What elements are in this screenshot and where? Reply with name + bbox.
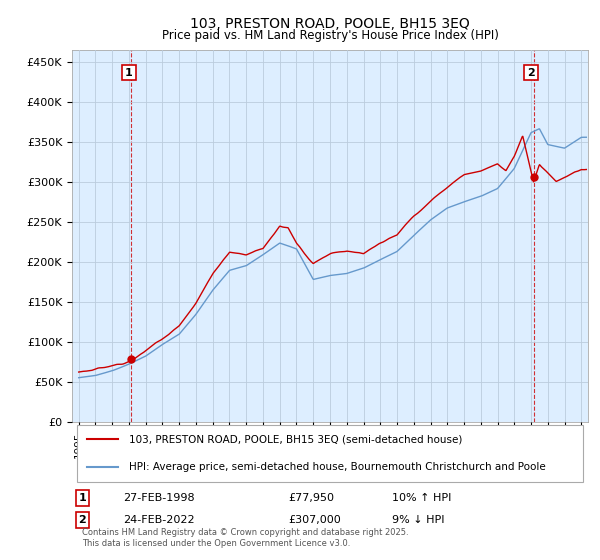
Text: 9% ↓ HPI: 9% ↓ HPI xyxy=(392,515,445,525)
Text: Price paid vs. HM Land Registry's House Price Index (HPI): Price paid vs. HM Land Registry's House … xyxy=(161,29,499,42)
Text: 2: 2 xyxy=(79,515,86,525)
Text: £77,950: £77,950 xyxy=(289,493,335,503)
Text: £307,000: £307,000 xyxy=(289,515,341,525)
Text: HPI: Average price, semi-detached house, Bournemouth Christchurch and Poole: HPI: Average price, semi-detached house,… xyxy=(129,463,545,472)
Text: 103, PRESTON ROAD, POOLE, BH15 3EQ: 103, PRESTON ROAD, POOLE, BH15 3EQ xyxy=(190,17,470,31)
Text: 24-FEB-2022: 24-FEB-2022 xyxy=(124,515,195,525)
Text: 27-FEB-1998: 27-FEB-1998 xyxy=(124,493,195,503)
Text: 1: 1 xyxy=(79,493,86,503)
Text: 1: 1 xyxy=(125,68,133,78)
Text: 10% ↑ HPI: 10% ↑ HPI xyxy=(392,493,451,503)
FancyBboxPatch shape xyxy=(77,424,583,482)
Text: 2: 2 xyxy=(527,68,535,78)
Text: 103, PRESTON ROAD, POOLE, BH15 3EQ (semi-detached house): 103, PRESTON ROAD, POOLE, BH15 3EQ (semi… xyxy=(129,435,462,445)
Text: Contains HM Land Registry data © Crown copyright and database right 2025.
This d: Contains HM Land Registry data © Crown c… xyxy=(82,528,409,548)
